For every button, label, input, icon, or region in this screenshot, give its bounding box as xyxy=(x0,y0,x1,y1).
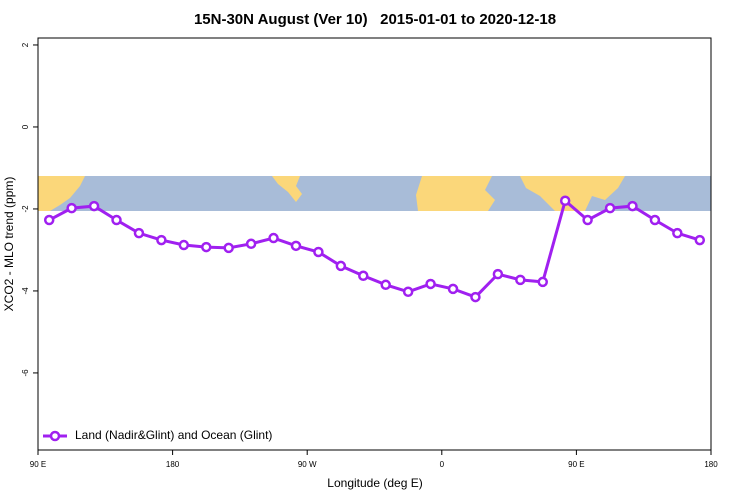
y-tick-label: -6 xyxy=(21,369,30,377)
data-point xyxy=(245,238,257,250)
data-point xyxy=(66,202,77,214)
data-point xyxy=(380,279,391,291)
data-point xyxy=(470,291,481,303)
data-point xyxy=(156,234,167,246)
data-point xyxy=(358,270,369,282)
data-point xyxy=(582,214,593,226)
data-point xyxy=(43,214,55,226)
data-point xyxy=(268,232,279,244)
y-tick-label: -4 xyxy=(21,287,30,295)
data-point xyxy=(537,276,548,288)
data-point xyxy=(694,234,706,246)
y-axis-label: XCO2 - MLO trend (ppm) xyxy=(2,177,16,312)
data-point xyxy=(223,242,234,254)
data-point xyxy=(425,278,436,290)
data-point xyxy=(313,246,324,258)
data-point xyxy=(559,195,571,207)
x-tick-label: 90 E xyxy=(568,460,584,469)
x-axis-label: Longitude (deg E) xyxy=(327,476,422,490)
data-point xyxy=(178,239,190,251)
y-tick-label: 2 xyxy=(21,42,30,47)
x-tick-label: 180 xyxy=(704,460,718,469)
data-point xyxy=(604,202,616,214)
series-line xyxy=(48,198,701,299)
data-point xyxy=(111,214,122,226)
data-point xyxy=(672,227,683,239)
data-point xyxy=(447,283,459,295)
data-point xyxy=(627,200,638,212)
data-point xyxy=(290,240,302,252)
legend-label: Land (Nadir&Glint) and Ocean (Glint) xyxy=(75,428,272,442)
data-point xyxy=(201,241,212,253)
x-tick-label: 90 W xyxy=(298,460,317,469)
y-tick-label: 0 xyxy=(21,124,30,129)
x-tick-label: 180 xyxy=(166,460,180,469)
chart-title: 15N-30N August (Ver 10) 2015-01-01 to 20… xyxy=(194,11,556,28)
data-point xyxy=(492,268,504,280)
x-tick-label: 90 E xyxy=(30,460,46,469)
data-point xyxy=(335,260,347,272)
data-point xyxy=(515,274,526,286)
x-tick-label: 0 xyxy=(440,460,445,469)
plot-frame xyxy=(37,37,712,451)
y-tick-label: -2 xyxy=(21,205,30,213)
data-point xyxy=(649,214,661,226)
data-point xyxy=(133,227,145,239)
data-point xyxy=(402,286,414,298)
data-point xyxy=(88,200,100,212)
map-band xyxy=(38,176,711,211)
legend-marker xyxy=(49,430,61,442)
